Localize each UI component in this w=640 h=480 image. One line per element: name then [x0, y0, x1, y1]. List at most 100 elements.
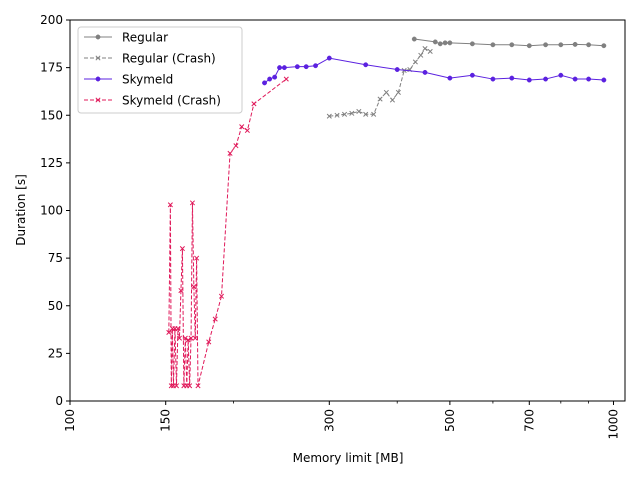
data-point [168, 383, 174, 389]
series-1 [326, 46, 433, 119]
x-tick-label: 1000 [606, 409, 620, 440]
series-3 [166, 76, 289, 389]
data-point [383, 89, 389, 95]
data-point [558, 42, 564, 48]
legend-label: Skymeld [122, 73, 173, 87]
data-point [294, 64, 300, 70]
y-tick-label: 125 [40, 156, 63, 170]
data-point [432, 39, 438, 45]
legend-marker [95, 97, 101, 103]
data-point [313, 63, 318, 69]
data-point [194, 255, 200, 261]
legend-marker [95, 76, 101, 82]
x-tick-label: 700 [522, 409, 536, 432]
legend-marker [95, 34, 101, 40]
data-point [395, 89, 401, 95]
data-point [601, 77, 607, 83]
y-axis-label: Duration [s] [14, 174, 28, 246]
data-point [509, 75, 515, 81]
x-tick-label: 150 [159, 409, 173, 432]
data-point [412, 59, 418, 65]
data-point [167, 202, 173, 208]
data-point [341, 111, 348, 117]
data-point [187, 383, 193, 389]
series-layer [166, 36, 607, 389]
data-point [326, 113, 332, 119]
y-tick-label: 100 [40, 204, 63, 218]
y-tick-label: 50 [48, 299, 63, 313]
data-point [371, 111, 377, 117]
data-point [227, 150, 233, 156]
data-point [175, 326, 181, 332]
data-point [277, 65, 283, 71]
data-point [572, 76, 578, 82]
data-point [166, 329, 172, 335]
data-point [377, 96, 383, 102]
legend-label: Regular [122, 31, 168, 45]
data-point [586, 76, 592, 82]
y-tick-label: 25 [48, 346, 63, 360]
data-point [281, 65, 287, 71]
y-tick-label: 0 [55, 394, 63, 408]
data-point [218, 293, 225, 299]
data-point [356, 108, 362, 114]
x-tick-label: 300 [322, 409, 336, 432]
data-point [176, 335, 183, 341]
data-point [212, 316, 218, 322]
data-point [363, 111, 369, 117]
data-point [543, 42, 549, 48]
data-point [182, 335, 188, 341]
data-point [283, 76, 289, 82]
legend-box [77, 26, 243, 114]
data-point [239, 124, 245, 130]
data-point [558, 72, 564, 78]
data-point [526, 77, 532, 83]
axis-layer: 0 25 50 75 100 125 150 175 200 100 150 300 500 700 100… [40, 13, 620, 440]
series-line [329, 47, 431, 117]
data-point [326, 55, 332, 61]
data-point [586, 42, 592, 48]
data-point [188, 335, 194, 341]
x-axis-label: Memory limit [MB] [293, 451, 404, 465]
data-point [411, 36, 417, 42]
data-point [191, 284, 197, 290]
data-point [389, 97, 395, 103]
series-2 [262, 55, 607, 86]
data-point [262, 80, 267, 86]
data-point [543, 76, 549, 82]
data-point [509, 42, 515, 48]
data-point [206, 339, 212, 345]
data-point [179, 246, 185, 252]
data-point [189, 200, 196, 206]
series-0 [411, 36, 607, 49]
data-point [447, 75, 453, 81]
data-point [195, 383, 201, 389]
data-point [363, 62, 369, 68]
data-point [244, 127, 250, 134]
data-point [334, 112, 340, 118]
data-point [267, 76, 273, 82]
x-tick-label: 500 [443, 409, 457, 432]
data-point [422, 46, 428, 52]
x-tick-label: 100 [63, 409, 77, 432]
legend-label: Skymeld (Crash) [122, 94, 221, 108]
data-point [490, 76, 496, 82]
y-tick-label: 75 [48, 251, 63, 265]
legend-label: Regular (Crash) [122, 52, 216, 66]
data-point [251, 101, 257, 107]
data-point [526, 43, 532, 49]
data-point [490, 42, 496, 48]
data-point [422, 69, 428, 75]
data-point [442, 40, 448, 46]
legend-marker [95, 55, 101, 61]
y-tick-label: 175 [40, 61, 63, 75]
data-point [178, 287, 184, 294]
data-point [233, 143, 239, 149]
data-point [601, 43, 607, 49]
data-point [572, 41, 578, 47]
legend: Regular Regular (Crash) Skymeld Skymeld (Cr… [77, 26, 243, 114]
y-tick-label: 200 [40, 13, 63, 27]
data-point [469, 41, 475, 47]
data-point [427, 48, 433, 54]
